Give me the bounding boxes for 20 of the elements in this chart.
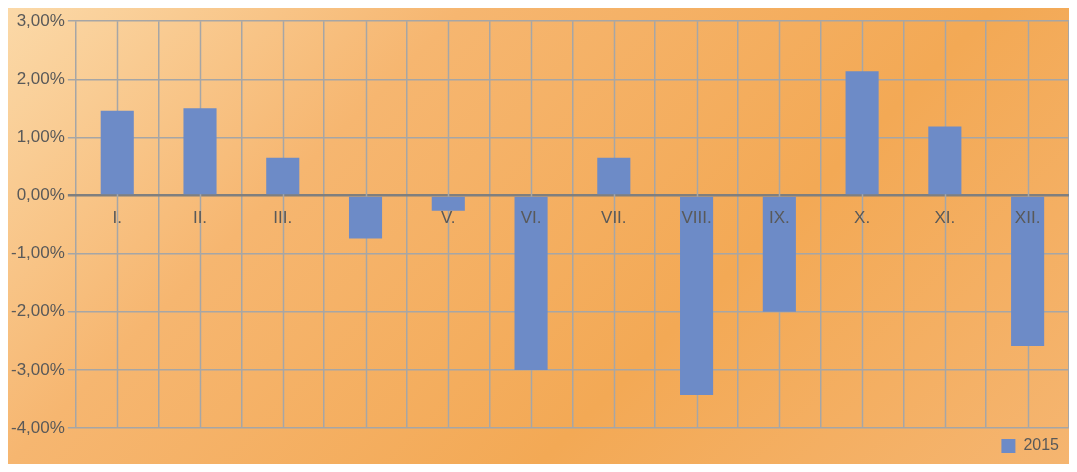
x-tick-label: IX. <box>768 208 790 228</box>
x-tick-label: XII. <box>1014 208 1041 228</box>
y-tick-label: 3,00% <box>16 10 65 30</box>
legend-label: 2015 <box>1023 436 1060 454</box>
x-tick-label: V. <box>441 208 456 228</box>
y-tick-label: 0,00% <box>16 185 65 205</box>
x-tick-label: II. <box>192 208 208 228</box>
x-tick-label: VI. <box>520 208 542 228</box>
x-tick-label: X. <box>854 208 871 228</box>
x-tick-label: XI. <box>934 208 956 228</box>
y-tick-label: 1,00% <box>16 127 65 147</box>
x-tick-label: VIII. <box>681 208 712 228</box>
y-tick-label: -4,00% <box>10 417 65 437</box>
x-tick-label: VII. <box>601 208 627 228</box>
y-tick-label: -2,00% <box>10 301 65 321</box>
y-tick-label: -1,00% <box>10 243 65 263</box>
x-tick-label: III. <box>273 208 293 228</box>
y-tick-label: 2,00% <box>16 69 65 88</box>
y-tick-label: -3,00% <box>10 359 65 379</box>
x-tick-label: I. <box>112 208 122 228</box>
